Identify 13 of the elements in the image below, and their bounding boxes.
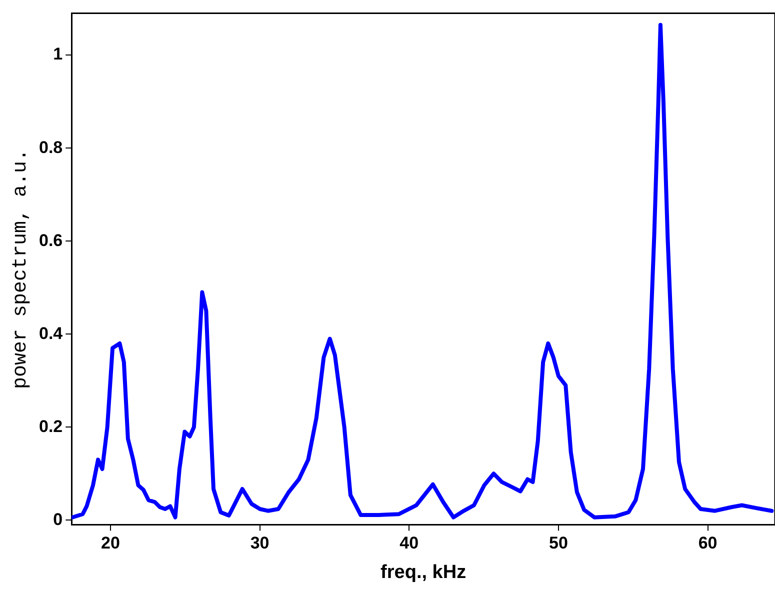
x-tick-label: 60 <box>698 534 718 553</box>
x-tick-label: 30 <box>250 534 270 553</box>
y-tick-label: 0 <box>53 510 63 529</box>
y-tick-label: 1 <box>53 44 63 64</box>
x-tick-label: 20 <box>101 534 120 553</box>
y-tick-label: 0.2 <box>38 416 63 436</box>
y-tick-label: 0.4 <box>38 324 64 343</box>
x-tick-label: 40 <box>400 534 419 553</box>
y-tick-label: 0.8 <box>38 138 63 157</box>
y-axis-title: power spectrum, a.u. <box>9 148 32 390</box>
y-tick-label: 0.6 <box>38 230 63 250</box>
x-tick-label: 50 <box>549 534 568 553</box>
x-axis-title: freq., kHz <box>380 562 466 583</box>
